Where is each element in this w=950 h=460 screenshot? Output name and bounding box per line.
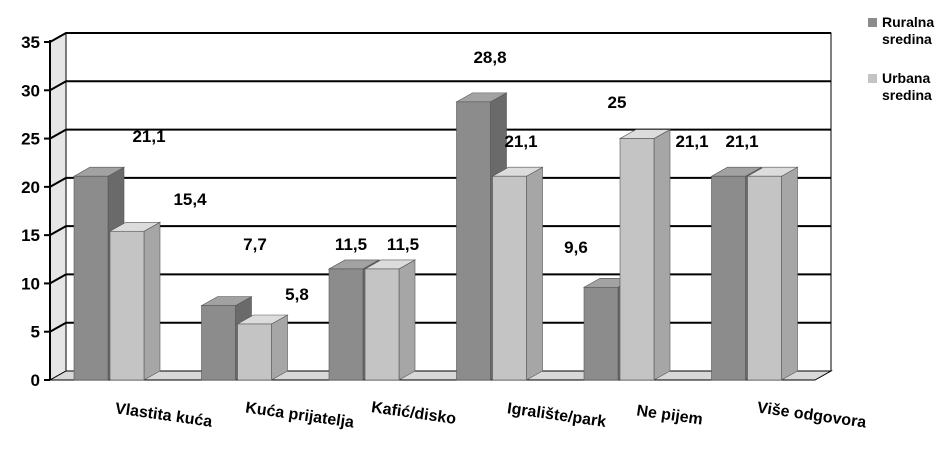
data-label-urban: 5,8 bbox=[285, 285, 309, 304]
gridline bbox=[49, 80, 831, 92]
bar-rural bbox=[201, 305, 236, 381]
data-label-rural: 9,6 bbox=[564, 238, 588, 257]
gridline bbox=[49, 32, 831, 43]
y-tick-label: 35 bbox=[21, 33, 40, 52]
data-label-rural: 21,1 bbox=[132, 127, 165, 146]
x-tick-label: Više odgovora bbox=[756, 399, 867, 431]
gridline bbox=[49, 176, 831, 188]
y-tick-label: 5 bbox=[31, 323, 40, 342]
legend-label-urban-line2: sredina bbox=[882, 87, 932, 103]
y-tick-label: 10 bbox=[21, 274, 40, 293]
bar-rural bbox=[583, 286, 619, 381]
x-tick-label: Ne pijem bbox=[635, 402, 703, 428]
legend-label-rural-line1: Ruralna bbox=[882, 14, 935, 30]
bar-urban bbox=[364, 268, 400, 381]
x-tick-label: Kuća prijatelja bbox=[244, 400, 355, 432]
bar-rural bbox=[73, 175, 109, 381]
data-label-urban: 15,4 bbox=[173, 190, 207, 209]
data-label-urban: 25 bbox=[608, 93, 627, 112]
x-tick-label: Kafić/disko bbox=[370, 399, 457, 428]
legend-item-rural: Ruralna sredina bbox=[868, 14, 950, 48]
y-tick-label: 0 bbox=[31, 371, 40, 390]
gridline bbox=[49, 225, 831, 237]
bar-urban bbox=[619, 138, 655, 381]
data-label-rural: 7,7 bbox=[243, 235, 267, 254]
bar-urban bbox=[747, 175, 782, 381]
y-tick-label: 15 bbox=[21, 226, 40, 245]
legend-swatch-rural bbox=[868, 18, 877, 27]
gridline bbox=[49, 273, 831, 285]
gridline bbox=[49, 128, 831, 140]
bar-urban-side bbox=[526, 166, 543, 381]
gridline bbox=[49, 321, 831, 333]
bar-urban-side bbox=[653, 129, 671, 381]
bar-urban-side bbox=[398, 259, 416, 381]
bar-urban bbox=[492, 175, 527, 381]
bar-urban bbox=[109, 230, 145, 381]
bar-urban-side bbox=[143, 221, 161, 381]
legend-item-urban: Urbana sredina bbox=[868, 70, 950, 104]
bar-rural bbox=[456, 101, 491, 381]
y-tick-label: 30 bbox=[21, 81, 40, 100]
y-tick-label: 25 bbox=[21, 130, 40, 149]
bar-urban bbox=[237, 323, 272, 381]
bar-rural bbox=[711, 175, 746, 381]
legend-label-rural-line2: sredina bbox=[882, 31, 932, 47]
x-tick-label: Vlastita kuća bbox=[114, 400, 213, 430]
bar-urban-side bbox=[781, 166, 798, 381]
data-label-urban: 21,1 bbox=[725, 132, 758, 151]
y-tick-label: 20 bbox=[21, 178, 40, 197]
data-label-rural: 11,5 bbox=[335, 235, 367, 254]
legend: Ruralna sredina Urbana sredina bbox=[868, 14, 950, 126]
bar-urban-side bbox=[271, 314, 288, 381]
data-label-urban: 21,1 bbox=[504, 132, 537, 151]
data-label-urban: 11,5 bbox=[387, 235, 419, 254]
x-tick-label: Igralište/park bbox=[506, 400, 607, 431]
bar-rural bbox=[328, 268, 364, 381]
data-label-rural: 21,1 bbox=[675, 132, 708, 151]
data-label-rural: 28,8 bbox=[473, 48, 506, 67]
legend-label-urban-line1: Urbana bbox=[882, 70, 931, 86]
legend-swatch-urban bbox=[868, 74, 877, 83]
